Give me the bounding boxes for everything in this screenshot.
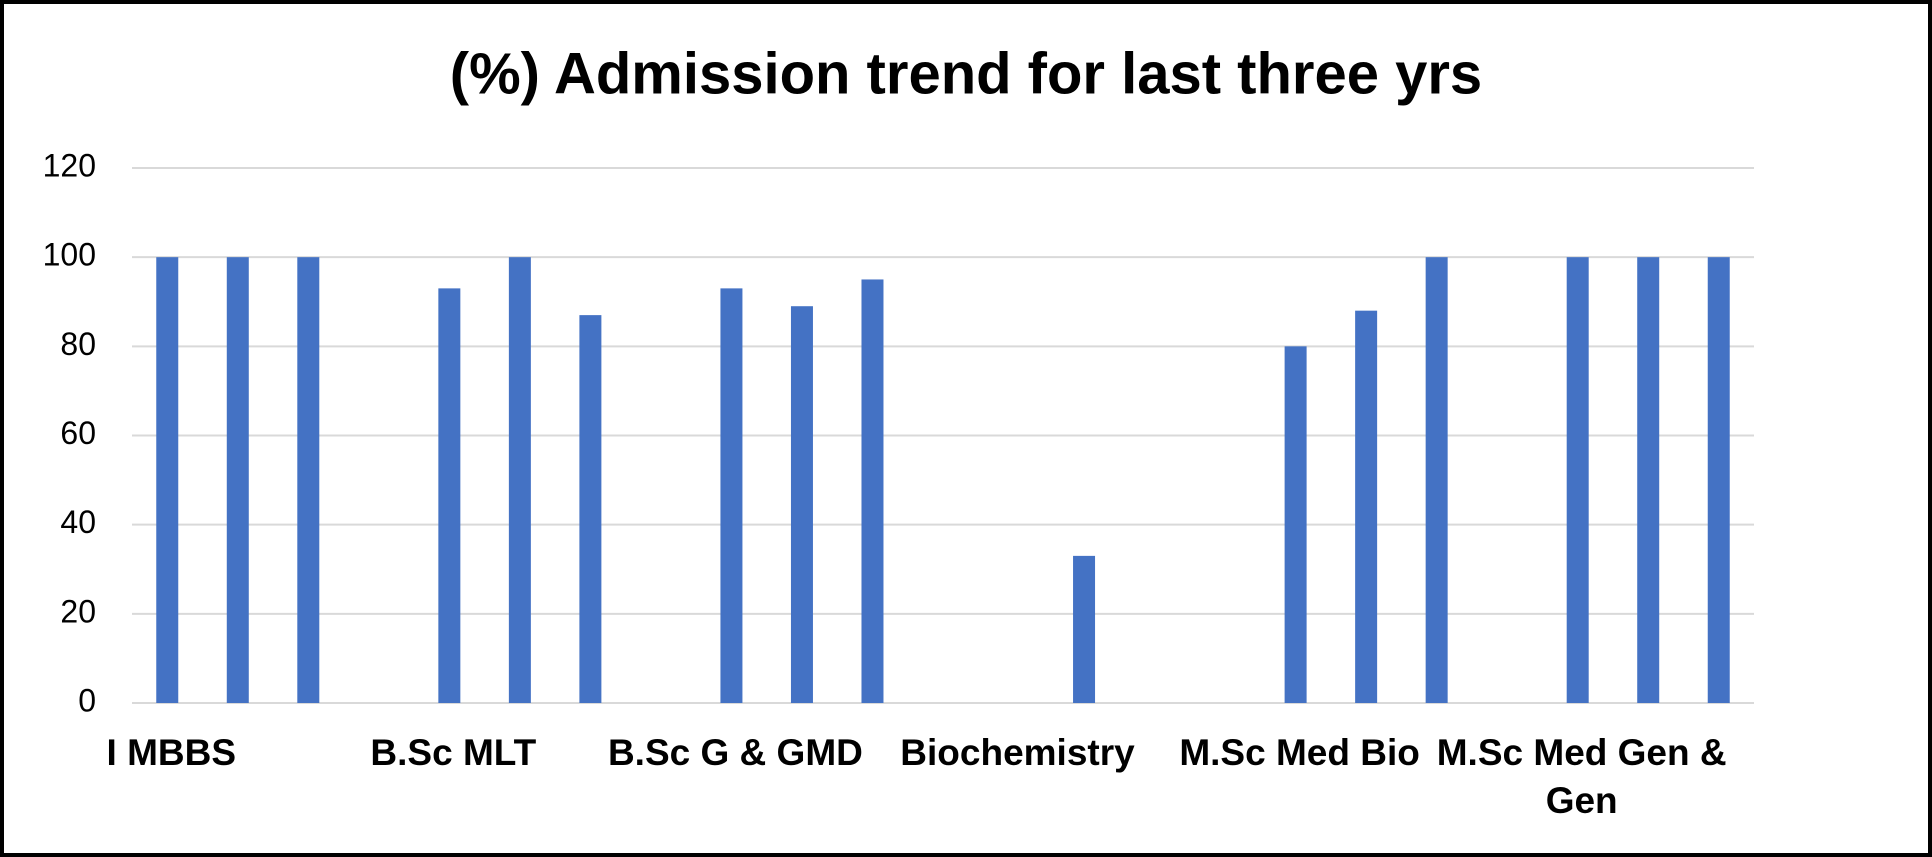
bar [1566, 257, 1589, 703]
bar [1425, 257, 1448, 703]
bar [156, 257, 179, 703]
bar [226, 257, 249, 703]
x-tick-label: M.Sc Med Bio [1179, 732, 1420, 773]
bar [1284, 346, 1307, 703]
bar [1637, 257, 1660, 703]
x-tick-label: M.Sc Med Gen & Gen [1436, 732, 1727, 821]
bar [720, 288, 743, 703]
bar [790, 306, 813, 703]
bar [861, 279, 884, 703]
chart-title: (%) Admission trend for last three yrs [450, 41, 1482, 106]
bar [579, 315, 602, 703]
x-tick-label: B.Sc G & GMD [607, 732, 863, 773]
bar [1355, 310, 1378, 703]
x-tick-label: B.Sc MLT [370, 732, 537, 773]
y-tick-label: 100 [43, 237, 96, 273]
y-tick-label: 20 [60, 593, 96, 629]
y-tick-label: 120 [43, 147, 96, 183]
y-tick-label: 60 [60, 415, 96, 451]
y-tick-label: 0 [78, 682, 96, 718]
bar [438, 288, 461, 703]
x-tick-label: Biochemistry [900, 732, 1135, 773]
x-tick-label: I MBBS [106, 732, 237, 773]
bar [297, 257, 320, 703]
bar [508, 257, 531, 703]
bar [1073, 555, 1096, 703]
bar [1707, 257, 1730, 703]
y-tick-label: 80 [60, 326, 96, 362]
chart: (%) Admission trend for last three yrs 0… [43, 41, 1754, 718]
y-tick-label: 40 [60, 504, 96, 540]
